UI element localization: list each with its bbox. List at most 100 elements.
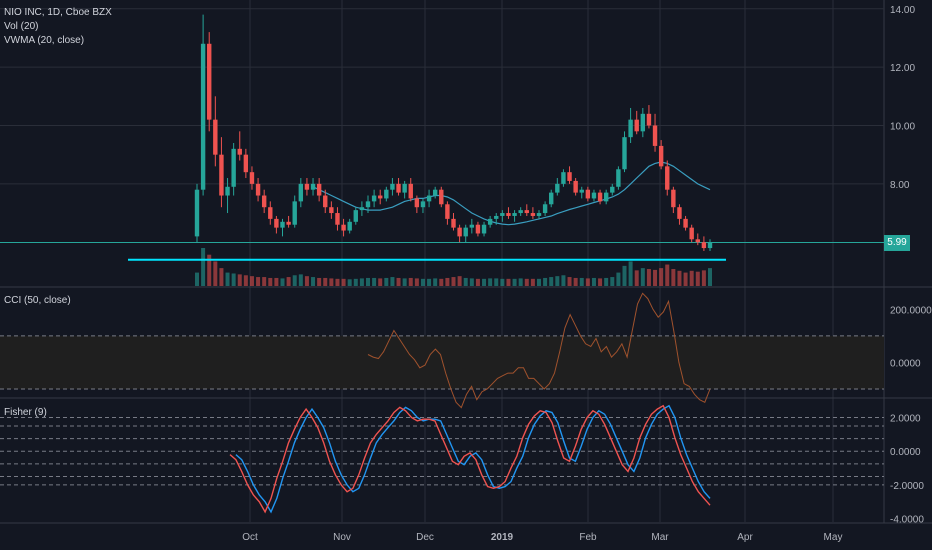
volume-bar <box>335 278 340 286</box>
volume-bar <box>598 278 603 286</box>
time-tick-label: May <box>824 532 843 543</box>
candle-body <box>542 204 548 214</box>
fisher-tick-label: 0.0000 <box>890 447 921 458</box>
volume-bar <box>359 278 364 286</box>
candle-body <box>274 218 279 228</box>
candle-body <box>432 189 438 196</box>
fisher-line <box>229 404 711 514</box>
volume-bar <box>225 272 230 286</box>
volume-bar <box>622 265 627 286</box>
candle-body <box>298 183 304 202</box>
volume-bar <box>530 278 535 286</box>
candle-body <box>677 207 682 219</box>
candle-body <box>652 125 658 146</box>
cci-line <box>367 292 711 409</box>
candle-body <box>402 183 407 193</box>
candle-body <box>365 201 371 208</box>
volume-bar <box>585 278 590 286</box>
candle-body <box>628 119 633 138</box>
fisher-title[interactable]: Fisher (9) <box>4 407 47 418</box>
candle-body <box>573 180 578 193</box>
volume-bar <box>390 277 395 286</box>
fisher-tick-label: -2.0000 <box>890 481 924 492</box>
fisher-tick-label: -4.0000 <box>890 515 924 526</box>
cci-band <box>0 335 884 390</box>
volume-bar <box>298 274 303 286</box>
candle-body <box>371 195 377 202</box>
candle-body <box>408 183 413 199</box>
candle-body <box>426 195 432 202</box>
volume-bar <box>433 278 438 286</box>
candle-body <box>445 204 450 219</box>
fisher-legend: Fisher (9) <box>4 406 47 420</box>
candle-body <box>292 201 297 225</box>
volume-bar <box>500 278 505 286</box>
volume-bar <box>341 278 346 286</box>
candle-body <box>646 113 652 126</box>
volume-bar <box>708 268 712 286</box>
candle-body <box>353 210 358 222</box>
candle-body <box>286 221 291 225</box>
volume-bar <box>384 277 389 286</box>
candle-body <box>341 224 346 231</box>
vwma-legend[interactable]: VWMA (20, close) <box>4 35 85 46</box>
candle-body <box>219 154 224 196</box>
cci-title[interactable]: CCI (50, close) <box>4 295 71 306</box>
candle-body <box>280 221 285 228</box>
candle-body <box>518 210 523 214</box>
candle-body <box>683 218 688 228</box>
time-tick-label: Oct <box>242 532 258 543</box>
candle-body <box>323 195 328 208</box>
candle-body <box>701 242 707 249</box>
volume-bar <box>231 273 236 286</box>
volume-bar <box>701 270 706 286</box>
candle-body <box>439 189 444 205</box>
candle-body <box>616 169 621 187</box>
candle-body <box>414 198 420 208</box>
volume-bar <box>671 269 676 286</box>
last-price-badge: 5.99 <box>884 234 910 251</box>
candle-body <box>457 227 462 237</box>
volume-bar <box>420 278 425 286</box>
candle-body <box>567 172 572 181</box>
volume-bar <box>561 275 566 286</box>
candle-body <box>591 192 597 199</box>
price-tick-label: 8.00 <box>890 180 910 191</box>
vwma-line <box>312 161 711 226</box>
candle-body <box>420 201 426 208</box>
candle-body <box>359 207 365 211</box>
candle-body <box>207 43 212 120</box>
volume-bar <box>201 248 206 286</box>
volume-bar <box>506 278 511 286</box>
candle-body <box>579 189 584 193</box>
candle-body <box>640 113 646 132</box>
volume-bar <box>256 277 261 286</box>
volume-bar <box>537 278 541 286</box>
volume-bar <box>402 278 407 286</box>
volume-bar <box>219 268 224 286</box>
volume-legend[interactable]: Vol (20) <box>4 21 39 32</box>
volume-bar <box>378 278 383 286</box>
candle-body <box>213 119 218 155</box>
volume-bar <box>353 278 358 286</box>
volume-bar <box>628 261 633 286</box>
candle-body <box>524 210 529 214</box>
cci-tick-label: 200.0000 <box>890 305 932 316</box>
symbol-title[interactable]: NIO INC, 1D, Cboe BZX <box>4 7 112 18</box>
fisher-tick-label: 2.0000 <box>890 414 921 425</box>
volume-bar <box>518 278 523 286</box>
candle-body <box>249 172 255 184</box>
candle-body <box>463 227 468 237</box>
candle-body <box>316 183 322 196</box>
candle-body <box>555 183 560 193</box>
volume-bar <box>213 261 218 286</box>
volume-bar <box>695 271 700 286</box>
candle-body <box>585 189 591 199</box>
cci-tick-label: 0.0000 <box>890 358 921 369</box>
candle-body <box>390 183 395 190</box>
candle-body <box>512 213 517 216</box>
volume-bar <box>292 275 297 286</box>
candle-body <box>481 224 487 234</box>
candle-body <box>310 183 316 190</box>
